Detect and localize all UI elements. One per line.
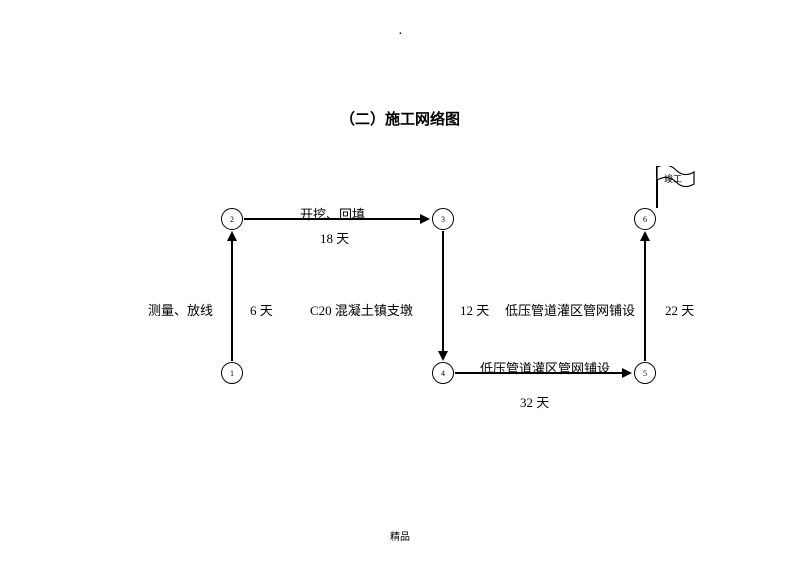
edge-1-2-line [231,241,233,361]
page-footer: 精品 [390,528,410,543]
node-4: 4 [432,362,454,384]
edge-3-4-label-name: C20 混凝土镇支墩 [310,300,413,319]
node-6-label: 6 [643,215,647,224]
node-5: 5 [634,362,656,384]
edge-2-3-arrow [420,214,430,224]
edge-2-3-label-name: 开挖、回填 [300,204,365,223]
edge-4-5-label-duration: 32 天 [520,392,549,411]
edge-3-4-label-duration: 12 天 [460,300,489,319]
node-5-label: 5 [643,369,647,378]
node-1-label: 1 [230,369,234,378]
edge-1-2-label-name: 测量、放线 [148,300,213,319]
node-2-label: 2 [230,215,234,224]
edge-4-5-arrow [622,368,632,378]
node-3: 3 [432,208,454,230]
edge-4-5-label-name: 低压管道灌区管网铺设 [480,358,610,377]
page-title: （二）施工网络图 [340,108,460,129]
edge-5-6-arrow [640,231,650,241]
edge-3-4-arrow [438,351,448,361]
node-4-label: 4 [441,369,445,378]
edge-3-4-line [442,231,444,351]
node-2: 2 [221,208,243,230]
edge-2-3-label-duration: 18 天 [320,228,349,247]
flag-label: 竣工 [664,172,682,185]
edge-1-2-arrow [227,231,237,241]
node-3-label: 3 [441,215,445,224]
top-dot: ． [398,22,408,37]
node-6: 6 [634,208,656,230]
edge-1-2-label-duration: 6 天 [250,300,273,319]
edge-5-6-line [644,241,646,361]
edge-5-6-label-duration: 22 天 [665,300,694,319]
edge-5-6-label-name: 低压管道灌区管网铺设 [505,300,635,319]
node-1: 1 [221,362,243,384]
